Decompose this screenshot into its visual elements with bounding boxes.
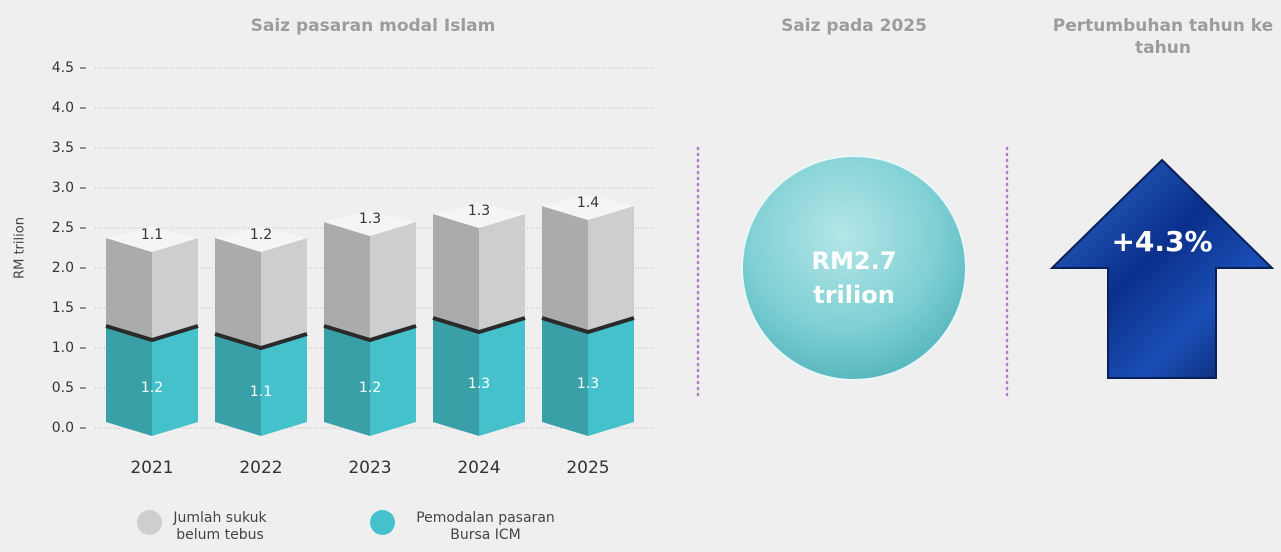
- legend-swatch: [370, 510, 395, 535]
- panel-title: Pertumbuhan tahun ke tahun: [1052, 15, 1274, 59]
- value-label: 1.2: [359, 380, 381, 396]
- legend: Jumlah sukuk belum tebus Pemodalan pasara…: [0, 510, 700, 552]
- x-tick-label: 2022: [239, 458, 282, 478]
- y-tick-label: 4.0: [52, 100, 74, 116]
- legend-item: Jumlah sukuk belum tebus: [137, 510, 270, 544]
- circle-value: RM2.7: [812, 247, 897, 275]
- bar-face: [215, 238, 261, 348]
- bar-face: [106, 238, 152, 340]
- growth-value: +4.3%: [1111, 225, 1212, 258]
- legend-swatch: [137, 510, 162, 535]
- bar-face: [433, 214, 479, 332]
- value-label: 1.3: [359, 211, 381, 227]
- bar: [215, 238, 307, 348]
- y-axis-label: RM trilion: [13, 217, 28, 279]
- bar: [433, 214, 525, 332]
- chart-title: Saiz pasaran modal Islam: [173, 15, 573, 37]
- bar-face: [588, 206, 634, 332]
- circle-value: trilion: [813, 281, 895, 309]
- value-label: 1.3: [468, 203, 490, 219]
- bar: [542, 206, 634, 332]
- bar-face: [261, 238, 307, 348]
- x-tick-label: 2025: [566, 458, 609, 478]
- value-label: 1.4: [577, 195, 599, 211]
- value-label: 1.2: [250, 227, 272, 243]
- value-label: 1.1: [250, 384, 272, 400]
- y-tick-label: 3.5: [52, 140, 74, 156]
- y-tick-label: 1.0: [52, 340, 74, 356]
- y-tick-label: 2.0: [52, 260, 74, 276]
- bar-face: [370, 222, 416, 340]
- y-tick-label: 2.5: [52, 220, 74, 236]
- value-label: 1.3: [577, 376, 599, 392]
- legend-label: Jumlah sukuk belum tebus: [170, 510, 270, 544]
- bar: [106, 238, 198, 340]
- page: RM2.7 trilion +4.3% RM trilion 0.0 0.5 1.0…: [0, 0, 1281, 552]
- y-tick-label: 0.5: [52, 380, 74, 396]
- legend-label: Pemodalan pasaran Bursa ICM: [403, 510, 568, 544]
- legend-item: Pemodalan pasaran Bursa ICM: [370, 510, 568, 544]
- y-tick-label: 0.0: [52, 420, 74, 436]
- value-label: 1.1: [141, 227, 163, 243]
- growth-arrow: [1052, 160, 1272, 378]
- y-tick-label: 4.5: [52, 60, 74, 76]
- bar-face: [542, 206, 588, 332]
- x-tick-label: 2024: [457, 458, 500, 478]
- y-tick-label: 1.5: [52, 300, 74, 316]
- bar-face: [479, 214, 525, 332]
- x-tick-label: 2023: [348, 458, 391, 478]
- value-label: 1.3: [468, 376, 490, 392]
- value-label: 1.2: [141, 380, 163, 396]
- chart: RM2.7 trilion +4.3% RM trilion 0.0 0.5 1.0…: [0, 0, 1281, 552]
- bar: [324, 222, 416, 340]
- bar-face: [152, 238, 198, 340]
- bar-face: [324, 222, 370, 340]
- x-tick-label: 2021: [130, 458, 173, 478]
- y-tick-label: 3.0: [52, 180, 74, 196]
- panel-title: Saiz pada 2025: [754, 15, 954, 37]
